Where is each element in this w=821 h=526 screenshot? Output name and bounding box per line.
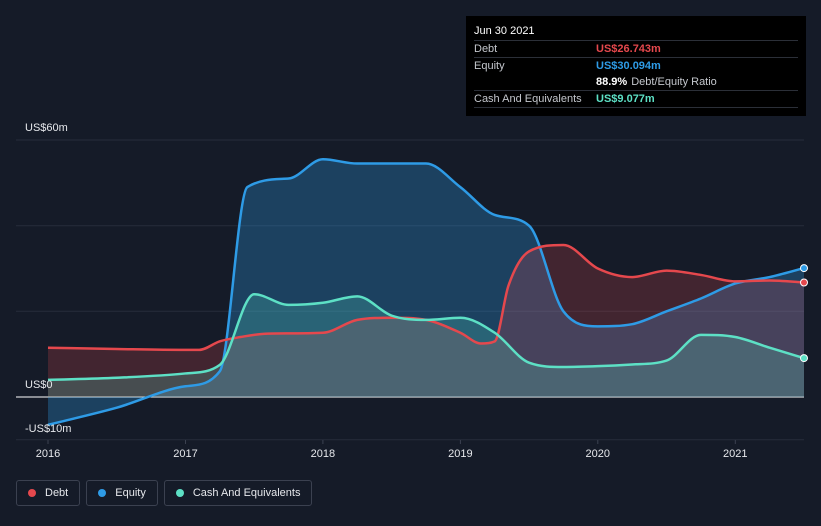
tooltip-label: Debt xyxy=(474,43,498,55)
legend-label: Cash And Equivalents xyxy=(192,487,301,499)
chart-legend: Debt Equity Cash And Equivalents xyxy=(16,480,313,506)
legend-dot-icon xyxy=(98,489,107,497)
tooltip-row-debt: Debt US$26.743m xyxy=(474,40,798,57)
x-tick-label: 2020 xyxy=(586,448,610,460)
legend-dot-icon xyxy=(28,489,36,497)
series-line-debt xyxy=(47,243,805,352)
series-end-marker xyxy=(800,278,808,287)
tooltip-label: Equity xyxy=(474,60,505,72)
tooltip-value: US$9.077m xyxy=(596,93,655,105)
series-end-marker xyxy=(800,354,808,363)
chart-end-markers xyxy=(800,264,808,363)
legend-label: Debt xyxy=(45,487,69,499)
legend-label: Equity xyxy=(115,487,146,499)
chart-axis-labels: US$60m US$0 -US$10m 2016 2017 2018 2019 2020 202… xyxy=(25,122,748,460)
chart-areas xyxy=(48,159,804,425)
tooltip-row-ratio: 88.9% Debt/Equity Ratio xyxy=(474,74,798,90)
y-axis-label: -US$10m xyxy=(25,423,71,435)
chart-lines xyxy=(47,158,805,427)
series-area-cash-and-equivalents xyxy=(48,294,804,397)
tooltip-row-cash: Cash And Equivalents US$9.077m xyxy=(474,90,798,108)
legend-item-cash[interactable]: Cash And Equivalents xyxy=(163,480,313,506)
series-line-cash-and-equivalents xyxy=(47,292,805,382)
data-tooltip: Jun 30 2021 Debt US$26.743m Equity US$30… xyxy=(466,16,806,116)
legend-item-equity[interactable]: Equity xyxy=(86,480,158,506)
x-tick-label: 2017 xyxy=(173,448,197,460)
tooltip-value: 88.9% xyxy=(596,76,628,88)
tooltip-ratio-label: Debt/Equity Ratio xyxy=(631,76,717,88)
x-tick-label: 2021 xyxy=(723,448,747,460)
x-tick-label: 2019 xyxy=(448,448,472,460)
tooltip-label: Cash And Equivalents xyxy=(474,93,582,105)
tooltip-row-equity: Equity US$30.094m xyxy=(474,57,798,74)
y-axis-label: US$0 xyxy=(25,379,53,391)
tooltip-value: US$26.743m xyxy=(596,43,661,55)
y-axis-label: US$60m xyxy=(25,122,68,134)
tooltip-value: US$30.094m xyxy=(596,60,661,72)
legend-dot-icon xyxy=(175,489,184,497)
series-end-marker xyxy=(800,264,808,273)
legend-item-debt[interactable]: Debt xyxy=(16,480,81,506)
series-area-equity xyxy=(48,159,804,425)
x-tick-label: 2018 xyxy=(311,448,335,460)
tooltip-label xyxy=(474,74,596,90)
tooltip-date: Jun 30 2021 xyxy=(474,25,535,37)
x-tick-label: 2016 xyxy=(36,448,60,460)
